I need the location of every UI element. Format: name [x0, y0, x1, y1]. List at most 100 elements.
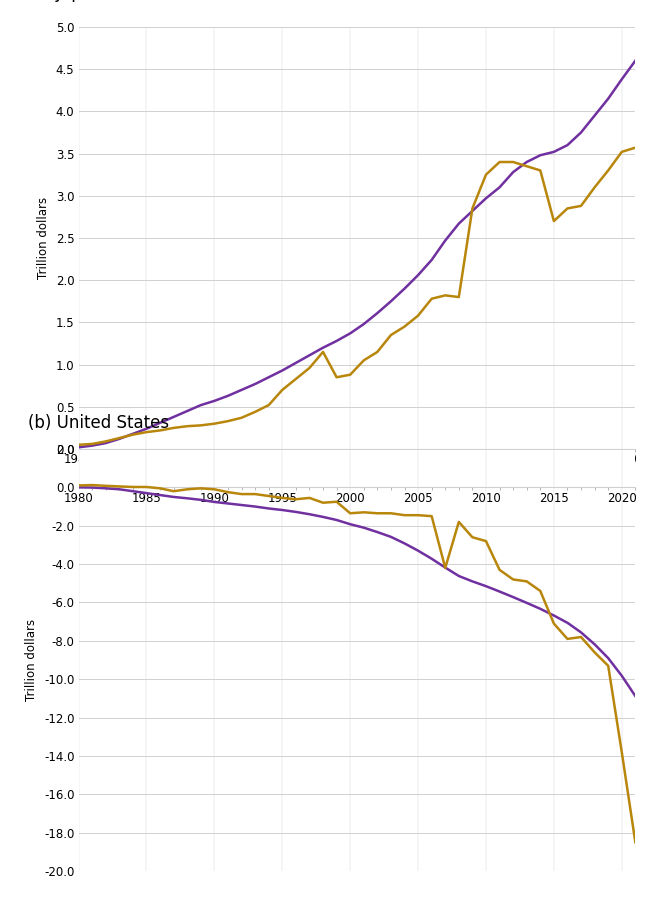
ACC CAB	[156, 418, 164, 428]
Net IIP excl gold	[428, 511, 436, 522]
ACC CAB	[170, 411, 178, 422]
ACC CAB	[618, 74, 626, 84]
Net IIP excl gold	[333, 497, 341, 507]
Net IIP excl gold	[631, 837, 639, 848]
Net IIP excl gold	[401, 510, 409, 521]
ACC CAB	[238, 384, 246, 395]
Net IIP excl gold	[102, 480, 109, 491]
Line: Net IIP excl gold: Net IIP excl gold	[79, 485, 635, 842]
ACC CAB	[428, 254, 436, 265]
Net IIP excl gold	[115, 481, 123, 492]
Line: ACC CAB: ACC CAB	[79, 488, 635, 696]
ACC CAB	[563, 618, 571, 629]
Net IIP excl gold	[631, 142, 639, 153]
ACC CAB	[183, 406, 191, 417]
Net IIP excl gold	[143, 427, 151, 437]
Net IIP excl gold	[591, 182, 599, 193]
Net IIP excl gold	[550, 618, 558, 629]
ACC CAB	[170, 491, 178, 502]
ACC CAB	[577, 128, 585, 138]
Net IIP excl gold	[346, 369, 354, 380]
ACC CAB	[536, 150, 544, 161]
ACC CAB	[102, 483, 109, 494]
ACC CAB	[401, 283, 409, 294]
ACC CAB	[102, 437, 109, 448]
Net IIP excl gold	[455, 516, 462, 527]
Net IIP excl gold	[605, 165, 612, 176]
ACC CAB	[550, 610, 558, 621]
ACC CAB	[455, 570, 462, 581]
Net IIP excl gold	[75, 480, 83, 491]
ACC CAB	[346, 328, 354, 339]
Net IIP excl gold	[278, 384, 286, 395]
ACC CAB	[360, 523, 367, 533]
Net IIP excl gold	[238, 489, 246, 499]
ACC CAB	[631, 691, 639, 701]
ACC CAB	[88, 482, 96, 493]
Net IIP excl gold	[468, 532, 476, 542]
Net IIP excl gold	[170, 423, 178, 434]
Net IIP excl gold	[360, 506, 367, 517]
Net IIP excl gold	[115, 433, 123, 444]
Net IIP excl gold	[468, 203, 476, 214]
Net IIP excl gold	[210, 484, 218, 495]
ACC CAB	[238, 499, 246, 510]
ACC CAB	[224, 498, 232, 509]
ACC CAB	[319, 342, 327, 353]
Net IIP excl gold	[252, 407, 259, 418]
Net IIP excl gold	[305, 363, 313, 374]
ACC CAB	[496, 586, 504, 597]
Net IIP excl gold	[536, 165, 544, 176]
Net IIP excl gold	[197, 483, 205, 494]
Net IIP excl gold	[618, 146, 626, 157]
ACC CAB	[252, 379, 259, 390]
ACC CAB	[468, 576, 476, 586]
Net IIP excl gold	[224, 416, 232, 427]
ACC CAB	[143, 423, 151, 434]
Net IIP excl gold	[210, 418, 218, 429]
Net IIP excl gold	[455, 292, 462, 303]
Net IIP excl gold	[156, 425, 164, 436]
Net IIP excl gold	[428, 294, 436, 304]
ACC CAB	[387, 296, 395, 307]
Y-axis label: Trillion dollars: Trillion dollars	[26, 619, 39, 701]
ACC CAB	[414, 545, 422, 556]
Net IIP excl gold	[156, 483, 164, 494]
Net IIP excl gold	[88, 480, 96, 490]
Net IIP excl gold	[482, 536, 490, 547]
Net IIP excl gold	[523, 576, 531, 586]
ACC CAB	[496, 182, 504, 193]
Net IIP excl gold	[265, 400, 272, 410]
ACC CAB	[319, 512, 327, 523]
Net IIP excl gold	[563, 633, 571, 644]
Net IIP excl gold	[563, 203, 571, 214]
Net IIP excl gold	[496, 565, 504, 576]
ACC CAB	[292, 506, 300, 517]
ACC CAB	[605, 93, 612, 104]
Net IIP excl gold	[88, 438, 96, 449]
ACC CAB	[414, 269, 422, 280]
ACC CAB	[75, 442, 83, 453]
ACC CAB	[210, 497, 218, 507]
ACC CAB	[75, 482, 83, 493]
Net IIP excl gold	[278, 492, 286, 503]
Net IIP excl gold	[75, 439, 83, 450]
ACC CAB	[468, 206, 476, 216]
Net IIP excl gold	[441, 562, 449, 573]
Net IIP excl gold	[373, 508, 381, 519]
Net IIP excl gold	[319, 347, 327, 357]
ACC CAB	[156, 489, 164, 500]
ACC CAB	[88, 440, 96, 451]
ACC CAB	[197, 400, 205, 410]
ACC CAB	[441, 235, 449, 246]
ACC CAB	[550, 146, 558, 157]
Net IIP excl gold	[387, 330, 395, 340]
ACC CAB	[292, 357, 300, 368]
ACC CAB	[509, 167, 517, 178]
ACC CAB	[360, 319, 367, 330]
ACC CAB	[305, 350, 313, 361]
Net IIP excl gold	[224, 487, 232, 497]
ACC CAB	[143, 488, 151, 498]
ACC CAB	[129, 486, 137, 497]
ACC CAB	[265, 503, 272, 514]
